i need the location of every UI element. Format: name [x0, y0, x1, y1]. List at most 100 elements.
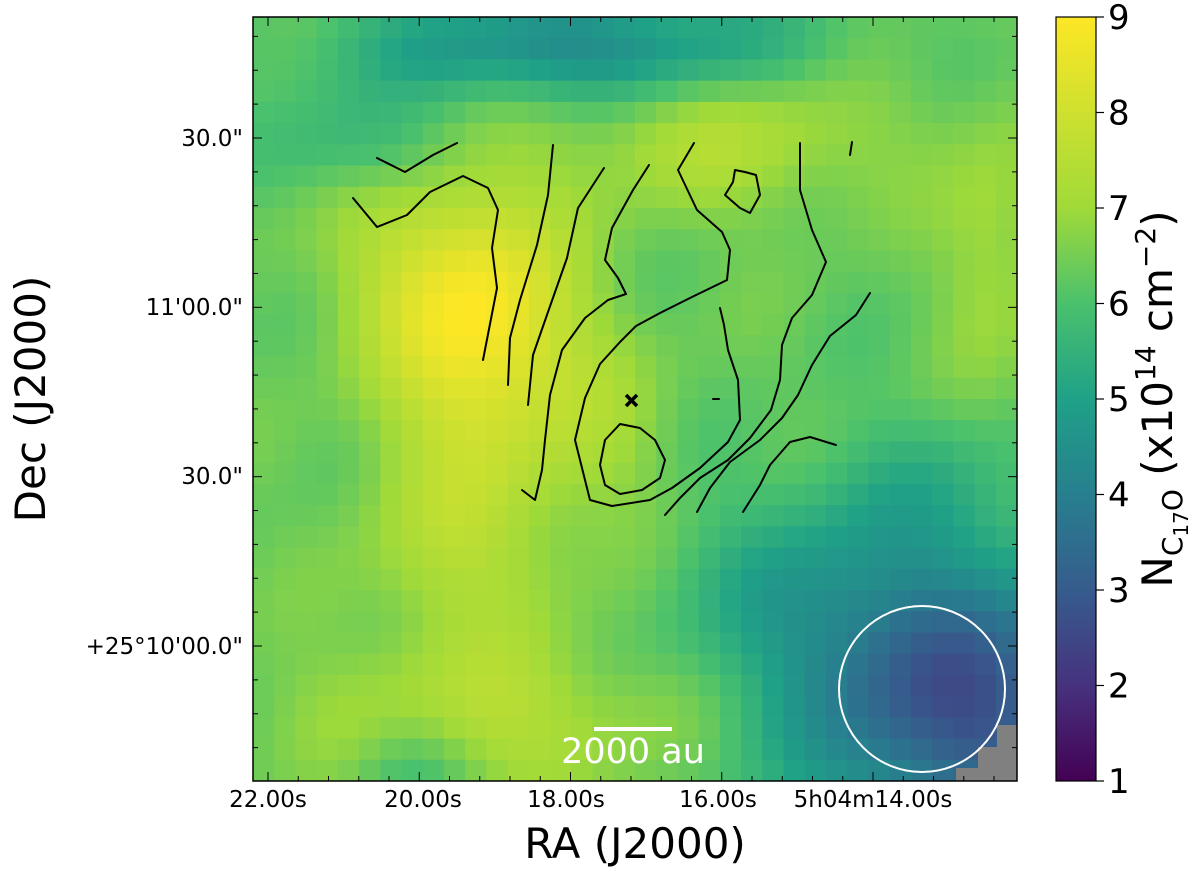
heatmap-cell	[762, 208, 785, 230]
heatmap-cell	[910, 17, 933, 39]
heatmap-cell	[889, 314, 912, 336]
heatmap-cell	[528, 144, 551, 167]
heatmap-cell	[953, 123, 976, 145]
heatmap-cell	[635, 229, 657, 252]
heatmap-cell	[804, 590, 827, 612]
heatmap-cell	[444, 271, 466, 294]
heatmap-cell	[719, 590, 742, 612]
heatmap-cell	[741, 38, 763, 61]
heatmap-cell	[762, 186, 785, 209]
heatmap-cell	[677, 547, 700, 570]
heatmap-cell	[507, 101, 530, 124]
heatmap-cell	[571, 632, 594, 655]
heatmap-cell	[741, 314, 763, 336]
heatmap-cell	[847, 292, 870, 315]
heatmap-cell	[974, 292, 997, 315]
heatmap-cell	[465, 547, 488, 570]
heatmap-cell	[719, 441, 742, 464]
heatmap-cell	[677, 17, 700, 39]
heatmap-cell	[783, 483, 806, 506]
heatmap-cell	[889, 59, 912, 82]
heatmap-cell	[465, 144, 488, 167]
heatmap-cell	[656, 377, 679, 400]
source-marker	[624, 393, 639, 408]
heatmap-cell	[826, 356, 848, 379]
heatmap-cell	[635, 696, 657, 718]
heatmap-cell	[444, 696, 466, 718]
heatmap-cell	[995, 80, 1017, 103]
heatmap-cell	[486, 38, 509, 61]
heatmap-cell	[826, 738, 848, 761]
heatmap-cell	[359, 462, 381, 485]
heatmap-cell	[847, 717, 870, 740]
heatmap-cell	[762, 696, 785, 718]
heatmap-cell	[316, 229, 339, 252]
heatmap-cell	[380, 186, 403, 209]
heatmap-cell	[465, 759, 488, 781]
heatmap-cell	[316, 674, 339, 697]
heatmap-cell	[868, 696, 891, 718]
column-density-map	[253, 17, 1017, 781]
heatmap-cell	[847, 738, 870, 761]
heatmap-cell	[932, 568, 954, 591]
contour-line	[507, 144, 554, 386]
heatmap-cell	[741, 462, 763, 485]
heatmap-cell	[295, 717, 318, 740]
heatmap-cell	[465, 208, 488, 230]
heatmap-cell	[677, 505, 700, 527]
heatmap-cell	[274, 483, 297, 506]
heatmap-cell	[380, 653, 403, 676]
heatmap-cell	[656, 759, 679, 781]
heatmap-cell	[932, 17, 954, 39]
heatmap-cell	[910, 717, 933, 740]
heatmap-cell	[507, 738, 530, 761]
heatmap-cell	[444, 314, 466, 336]
colorbar-tick-label: 1	[1108, 762, 1130, 802]
heatmap-cell	[337, 611, 360, 634]
colorbar-ticks: 1 2 3 4 5 6 7 8 9	[1096, 0, 1130, 802]
heatmap-cell	[932, 186, 954, 209]
heatmap-cell	[295, 632, 318, 655]
heatmap-cell	[507, 696, 530, 718]
heatmap-cell	[550, 38, 572, 61]
heatmap-cell	[422, 186, 445, 209]
heatmap-cell	[422, 505, 445, 527]
heatmap-cell	[995, 229, 1017, 252]
heatmap-cell	[889, 38, 912, 61]
heatmap-cell	[337, 547, 360, 570]
heatmap-cell	[295, 526, 318, 549]
heatmap-cell	[528, 335, 551, 358]
heatmap-cell	[698, 208, 721, 230]
heatmap-cell	[804, 59, 827, 82]
heatmap-cell	[783, 292, 806, 315]
heatmap-cell	[804, 717, 827, 740]
heatmap-cell	[932, 399, 954, 421]
heatmap-cell	[507, 505, 530, 527]
heatmap-cell	[528, 59, 551, 82]
contour-line	[574, 142, 741, 507]
heatmap-cell	[422, 335, 445, 358]
heatmap-cell	[635, 101, 657, 124]
heatmap-cell	[550, 483, 572, 506]
heatmap-cell	[571, 165, 594, 188]
heatmap-cell	[422, 271, 445, 294]
heatmap-cell	[316, 356, 339, 379]
heatmap-cell	[719, 738, 742, 761]
heatmap-cell	[592, 101, 615, 124]
heatmap-cell	[486, 738, 509, 761]
heatmap-cell	[995, 505, 1017, 527]
heatmap-cell	[401, 17, 424, 39]
heatmap-cell	[698, 505, 721, 527]
heatmap-cell	[741, 547, 763, 570]
heatmap-cell	[316, 759, 339, 781]
colorbar-tick-label: 6	[1108, 285, 1130, 325]
x-tick-label: 5h04m14.00s	[794, 787, 953, 813]
heatmap-cell	[380, 292, 403, 315]
heatmap-cell	[910, 80, 933, 103]
heatmap-cell	[974, 611, 997, 634]
heatmap-cell	[932, 717, 954, 740]
heatmap-cell	[826, 674, 848, 697]
beam-circle	[838, 605, 1006, 773]
heatmap-cell	[741, 186, 763, 209]
heatmap-cell	[868, 271, 891, 294]
